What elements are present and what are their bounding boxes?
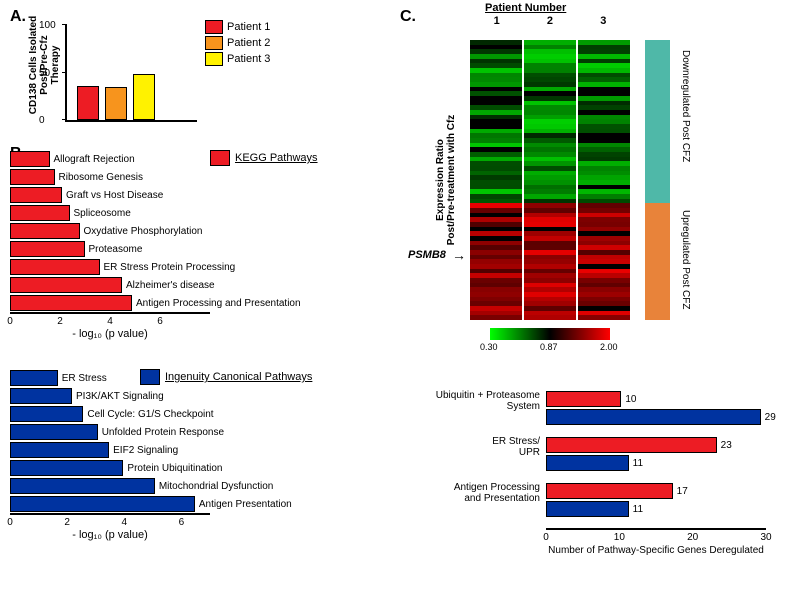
pathway-bar: Mitochondrial Dysfunction: [10, 477, 370, 495]
category-group: Antigen Processingand Presentation1711: [420, 482, 780, 518]
bar-patient-3: [133, 74, 155, 120]
heatmap-col-labels: 123: [470, 15, 630, 27]
panel-a-axes: 050100: [65, 25, 197, 122]
psmb8-label: PSMB8: [408, 249, 446, 261]
down-label: Downregulated Post CFZ: [680, 50, 691, 162]
heatmap: [470, 40, 630, 320]
pathway-bar: Spliceosome: [10, 204, 370, 222]
category-group: ER Stress/UPR2311: [420, 436, 780, 472]
heatmap-title: Patient Number: [485, 2, 566, 14]
pathway-bar: Protein Ubiquitination: [10, 459, 370, 477]
panel-a: CD138 Cells IsolatedPost/Pre-Cfz Therapy…: [10, 10, 320, 130]
pathway-bar: Alzheimer's disease: [10, 276, 370, 294]
pathway-bar: Antigen Processing and Presentation: [10, 294, 370, 312]
pathway-bar: PI3K/AKT Signaling: [10, 387, 370, 405]
heatmap-scale: [490, 328, 610, 340]
pathway-bar: Graft vs Host Disease: [10, 186, 370, 204]
pathway-bar: Antigen Presentation: [10, 495, 370, 513]
kegg-chart: Allograft RejectionRibosome GenesisGraft…: [10, 150, 370, 339]
pathway-bar: Proteasome: [10, 240, 370, 258]
ingenuity-chart: ER StressPI3K/AKT SignalingCell Cycle: G…: [10, 369, 370, 540]
pathway-bar: Ribosome Genesis: [10, 168, 370, 186]
panel-b: Allograft RejectionRibosome GenesisGraft…: [10, 150, 370, 580]
category-group: Ubiquitin + ProteasomeSystem1029: [420, 390, 780, 426]
bar-patient-1: [77, 86, 99, 120]
pathway-bar: EIF2 Signaling: [10, 441, 370, 459]
pathway-bar: Cell Cycle: G1/S Checkpoint: [10, 405, 370, 423]
bar-patient-2: [105, 87, 127, 120]
panel-a-legend: Patient 1Patient 2Patient 3: [205, 20, 270, 68]
pathway-bar: Unfolded Protein Response: [10, 423, 370, 441]
panel-c-bottom-chart: Ubiquitin + ProteasomeSystem1029 ER Stres…: [420, 390, 780, 580]
heatmap-ylabel: Expression RatioPost/Pre-treatment with …: [435, 50, 457, 310]
psmb8-arrow: →: [452, 247, 466, 263]
panel-c: Patient Number 123 Downregulated Post CF…: [400, 10, 790, 590]
up-label: Upregulated Post CFZ: [680, 210, 691, 310]
heatmap-sidebar: [645, 40, 670, 320]
pathway-bar: Oxydative Phosphorylation: [10, 222, 370, 240]
pathway-bar: ER Stress Protein Processing: [10, 258, 370, 276]
